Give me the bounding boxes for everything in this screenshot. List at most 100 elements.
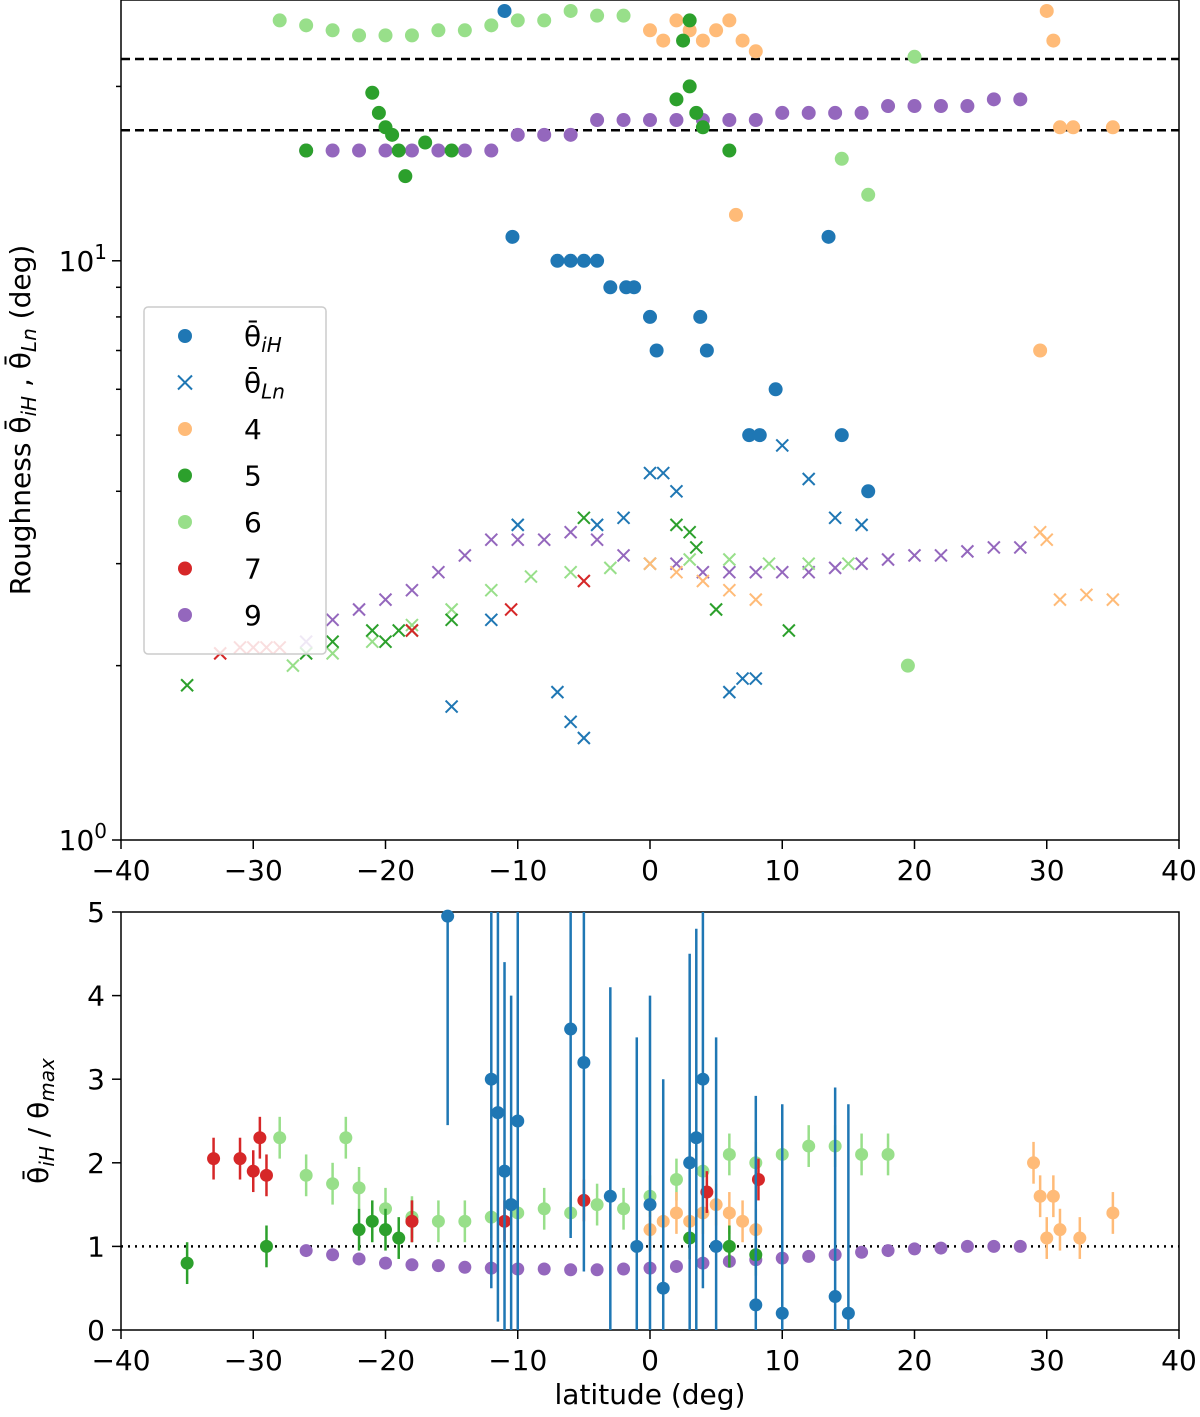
- data-point: [299, 18, 314, 33]
- data-point: [510, 127, 525, 142]
- data-point: [861, 484, 876, 499]
- data-point: [669, 113, 684, 128]
- data-point-x: [603, 561, 618, 575]
- x-tick-label: −30: [224, 854, 283, 887]
- data-point-x: [577, 511, 591, 525]
- data-point: [365, 1214, 379, 1228]
- data-point: [385, 127, 400, 142]
- data-point: [616, 113, 631, 128]
- data-point: [960, 99, 975, 114]
- data-point: [689, 1131, 703, 1145]
- data-point: [577, 1055, 591, 1069]
- data-point: [669, 1259, 683, 1273]
- data-point: [643, 1198, 657, 1212]
- data-point-x: [907, 548, 922, 563]
- data-point: [841, 1306, 855, 1320]
- data-point: [722, 13, 737, 28]
- data-point: [590, 1263, 604, 1277]
- y-tick-label: 2: [87, 1147, 105, 1180]
- data-point: [563, 253, 578, 268]
- data-point: [1039, 3, 1054, 18]
- y-tick-label: 5: [87, 896, 105, 929]
- y-tick-label: 4: [87, 980, 105, 1013]
- data-point: [881, 1244, 895, 1258]
- data-point-x: [696, 574, 710, 588]
- data-point: [861, 187, 876, 202]
- bottom-y-ticks: 0 1 2 3 4 5: [87, 896, 121, 1347]
- data-point: [617, 1202, 631, 1216]
- data-point: [722, 113, 737, 128]
- data-point-x: [801, 472, 816, 486]
- data-point: [458, 1214, 472, 1228]
- data-point-x: [775, 565, 789, 579]
- data-point: [365, 85, 380, 100]
- data-point: [404, 143, 419, 158]
- data-point: [497, 3, 512, 18]
- x-axis-label: latitude (deg): [555, 1378, 746, 1411]
- data-point-x: [325, 646, 340, 661]
- data-point-x: [444, 699, 459, 714]
- data-point-x: [709, 602, 723, 617]
- data-point: [802, 1249, 816, 1263]
- data-point: [643, 309, 657, 324]
- data-point: [735, 33, 750, 48]
- data-point: [960, 1239, 974, 1253]
- data-point: [398, 169, 413, 184]
- data-point: [352, 1181, 366, 1195]
- data-point-x: [458, 548, 472, 563]
- data-point: [656, 1281, 670, 1295]
- data-point: [378, 143, 393, 158]
- data-point: [1046, 33, 1061, 48]
- legend-label-2: 4: [244, 413, 262, 446]
- data-point: [431, 143, 446, 158]
- data-point: [907, 49, 922, 64]
- x-tick-label: 0: [641, 1344, 659, 1377]
- data-point: [576, 253, 591, 268]
- data-point: [299, 1244, 313, 1258]
- data-point: [563, 3, 578, 18]
- data-point: [259, 1239, 273, 1253]
- data-point: [682, 79, 697, 94]
- data-point: [299, 1168, 313, 1182]
- data-point-x: [524, 569, 538, 584]
- bottom-panel: 0 1 2 3 4 5 −40 −30 −20 −10 0 10 20 30 40 θ̄iH / θmax…: [21, 896, 1197, 1411]
- x-tick-label: 20: [897, 1344, 933, 1377]
- data-point: [695, 120, 710, 135]
- data-point: [828, 1290, 842, 1304]
- data-point: [505, 229, 520, 244]
- data-point-x: [722, 583, 737, 597]
- data-point-x: [735, 671, 750, 686]
- data-point: [617, 1262, 631, 1276]
- data-point: [273, 1131, 287, 1145]
- x-tick-label: 0: [641, 854, 659, 887]
- data-point: [457, 143, 472, 158]
- data-point: [775, 105, 790, 120]
- x-tick-label: 10: [764, 854, 800, 887]
- data-point: [987, 1239, 1001, 1253]
- data-point-x: [722, 565, 737, 579]
- data-point-x: [749, 592, 763, 607]
- data-point: [504, 1198, 518, 1212]
- x-tick-label: 10: [764, 1344, 800, 1377]
- data-point-x: [828, 511, 842, 525]
- data-point-x: [749, 671, 763, 686]
- x-tick-label: −10: [488, 1344, 547, 1377]
- data-point: [1046, 1189, 1060, 1203]
- data-point: [233, 1152, 247, 1166]
- data-point: [669, 92, 684, 107]
- bottom-y-axis-label: θ̄iH / θmax: [21, 1058, 59, 1184]
- data-point-x: [511, 532, 525, 547]
- data-point: [339, 1131, 353, 1145]
- data-point: [1040, 1231, 1054, 1245]
- top-y-ticks: 100 101: [59, 85, 121, 857]
- data-point: [881, 99, 896, 114]
- data-point: [742, 428, 757, 443]
- top-data-points: [180, 3, 1120, 745]
- data-point: [643, 23, 657, 38]
- data-point-x: [378, 634, 393, 649]
- data-point: [908, 1242, 921, 1256]
- data-point: [418, 135, 433, 150]
- data-point-x: [392, 623, 406, 638]
- legend-label-0: θ̄iH: [244, 319, 282, 357]
